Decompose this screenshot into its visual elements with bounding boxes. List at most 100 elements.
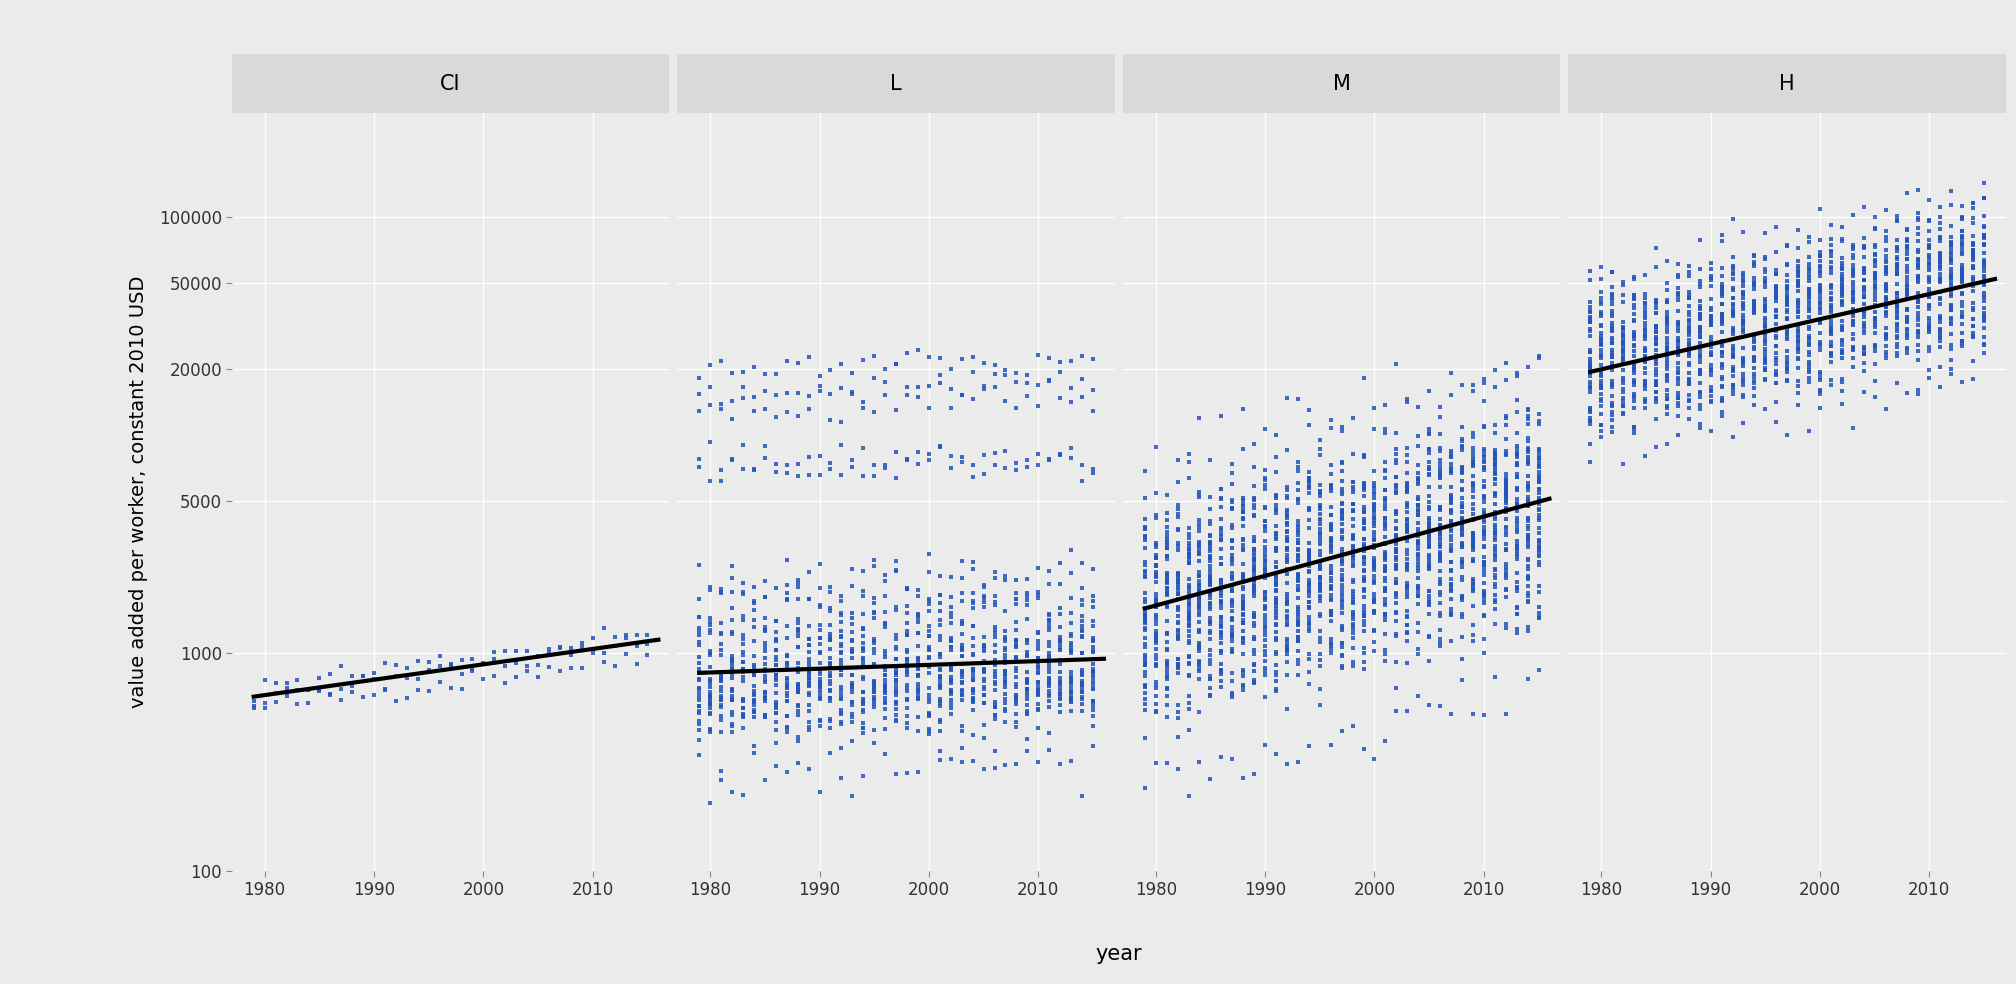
Point bbox=[1522, 501, 1554, 517]
Point bbox=[1881, 344, 1913, 360]
Point bbox=[1859, 239, 1891, 255]
Point bbox=[1292, 551, 1325, 567]
Point bbox=[1151, 681, 1183, 697]
Point bbox=[956, 600, 988, 616]
Point bbox=[1574, 404, 1607, 420]
Point bbox=[1250, 472, 1282, 488]
Point bbox=[913, 721, 946, 737]
Point bbox=[1629, 377, 1661, 393]
Point bbox=[1869, 263, 1901, 278]
Point bbox=[1066, 673, 1099, 689]
Point bbox=[1161, 628, 1193, 644]
Point bbox=[706, 473, 738, 489]
Point bbox=[1859, 311, 1891, 327]
Point bbox=[1381, 533, 1413, 549]
Point bbox=[1683, 385, 1716, 400]
Point bbox=[1458, 452, 1490, 467]
Point bbox=[760, 388, 792, 403]
Point bbox=[1000, 639, 1032, 654]
Point bbox=[1129, 600, 1161, 616]
Point bbox=[1706, 348, 1738, 364]
Point bbox=[1512, 416, 1544, 432]
Point bbox=[1327, 723, 1359, 739]
Point bbox=[1478, 485, 1510, 501]
Point bbox=[869, 694, 901, 709]
Point bbox=[1522, 525, 1554, 541]
Point bbox=[1958, 318, 1990, 334]
Point bbox=[1032, 620, 1064, 636]
Point bbox=[978, 367, 1010, 383]
Point bbox=[1945, 263, 1978, 278]
Point bbox=[1478, 471, 1510, 487]
Point bbox=[913, 629, 946, 645]
Point bbox=[1413, 454, 1445, 469]
Point bbox=[1151, 669, 1183, 685]
Point bbox=[1847, 325, 1879, 340]
Point bbox=[1695, 291, 1728, 307]
Point bbox=[1468, 563, 1500, 579]
Point bbox=[935, 632, 968, 647]
Point bbox=[1435, 388, 1468, 403]
Point bbox=[968, 447, 1000, 462]
Point bbox=[1847, 261, 1879, 277]
Point bbox=[1738, 294, 1770, 310]
Point bbox=[1183, 640, 1216, 655]
Point bbox=[1359, 574, 1391, 589]
Point bbox=[1381, 589, 1413, 605]
Point bbox=[968, 465, 1000, 481]
Point bbox=[1458, 483, 1490, 499]
Point bbox=[825, 662, 857, 678]
Point bbox=[1968, 254, 2000, 270]
Point bbox=[1673, 345, 1706, 361]
Point bbox=[913, 723, 946, 739]
Point bbox=[1522, 513, 1554, 528]
Point bbox=[1468, 523, 1500, 539]
Point bbox=[782, 468, 814, 484]
Point bbox=[770, 693, 802, 708]
Point bbox=[1032, 674, 1064, 690]
Point bbox=[968, 653, 1000, 669]
Point bbox=[792, 645, 825, 660]
Point bbox=[1173, 546, 1206, 562]
Point bbox=[1468, 549, 1500, 565]
Point bbox=[1619, 338, 1651, 353]
Point bbox=[956, 349, 988, 365]
Point bbox=[1304, 697, 1337, 712]
Point bbox=[1891, 327, 1923, 342]
Point bbox=[1968, 288, 2000, 304]
Point bbox=[1792, 319, 1824, 335]
Point bbox=[683, 459, 716, 474]
Point bbox=[978, 564, 1010, 580]
Point bbox=[1369, 626, 1401, 642]
Point bbox=[1945, 210, 1978, 225]
Point bbox=[1012, 671, 1044, 687]
Point bbox=[1445, 588, 1478, 604]
Point bbox=[1193, 596, 1226, 612]
Point bbox=[1066, 703, 1099, 718]
Point bbox=[1782, 329, 1814, 344]
Point bbox=[1903, 337, 1935, 352]
Point bbox=[1468, 526, 1500, 542]
Point bbox=[1032, 647, 1064, 663]
Point bbox=[1347, 476, 1379, 492]
Point bbox=[1706, 284, 1738, 300]
Point bbox=[706, 771, 738, 787]
Point bbox=[968, 644, 1000, 659]
Point bbox=[1673, 355, 1706, 371]
Point bbox=[1314, 479, 1347, 495]
Point bbox=[1945, 228, 1978, 244]
Point bbox=[1468, 502, 1500, 518]
Point bbox=[1270, 638, 1302, 653]
Point bbox=[1490, 478, 1522, 494]
Point bbox=[1250, 514, 1282, 529]
Point bbox=[1413, 421, 1445, 437]
Point bbox=[1413, 583, 1445, 598]
Point bbox=[1500, 495, 1532, 511]
Point bbox=[1183, 569, 1216, 584]
Point bbox=[1629, 306, 1661, 322]
Point bbox=[1958, 300, 1990, 316]
Point bbox=[1423, 532, 1456, 548]
Point bbox=[956, 665, 988, 681]
Point bbox=[869, 667, 901, 683]
Point bbox=[792, 719, 825, 735]
